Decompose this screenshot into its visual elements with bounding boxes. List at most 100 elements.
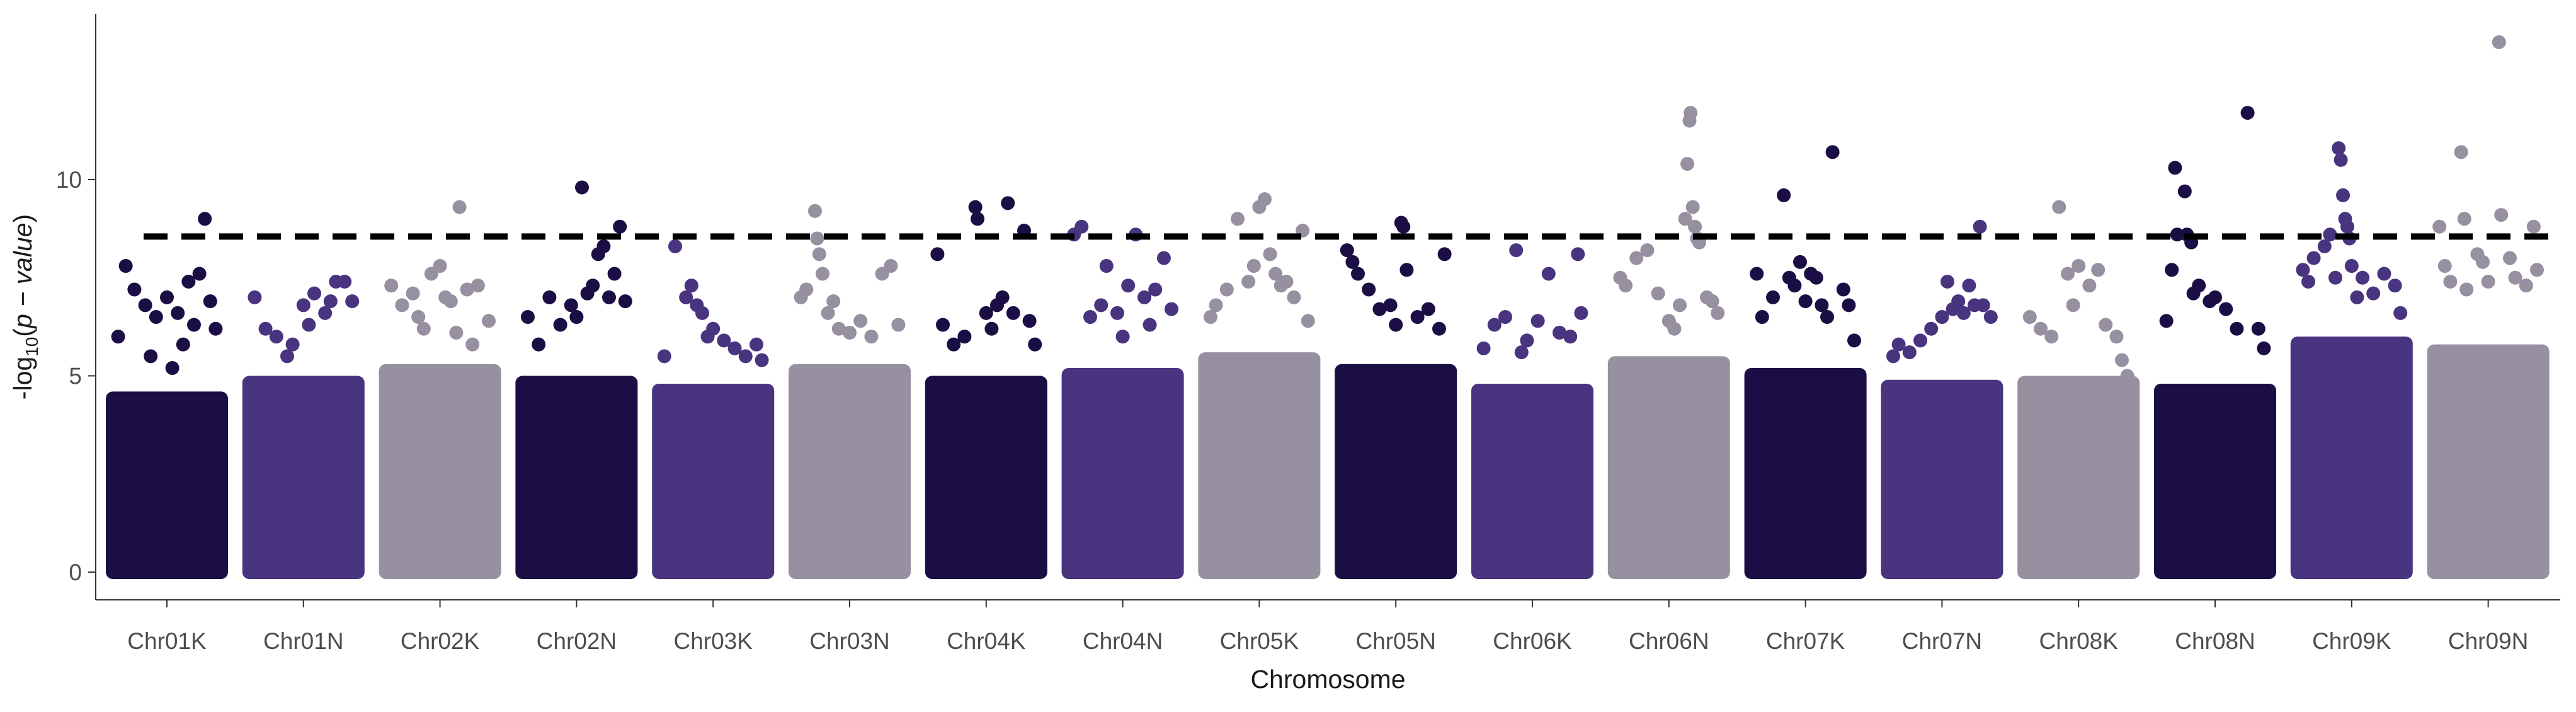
x-tick-label: Chr08K bbox=[2039, 628, 2118, 654]
data-point bbox=[248, 290, 262, 304]
data-point bbox=[1619, 278, 1633, 293]
data-point bbox=[1351, 267, 1365, 281]
data-point bbox=[532, 337, 546, 352]
data-point bbox=[1115, 330, 1130, 344]
data-point bbox=[406, 286, 420, 301]
data-point bbox=[2306, 251, 2321, 265]
data-point bbox=[2350, 290, 2364, 304]
data-point bbox=[2072, 259, 2086, 273]
data-point bbox=[575, 180, 589, 195]
data-point bbox=[1755, 310, 1769, 324]
data-point bbox=[2109, 330, 2124, 344]
data-point bbox=[957, 330, 972, 344]
data-point bbox=[1553, 325, 1566, 340]
data-point bbox=[1028, 337, 1042, 352]
data-point bbox=[160, 290, 174, 304]
data-point bbox=[1902, 345, 1917, 360]
data-point bbox=[1219, 282, 1234, 297]
data-point bbox=[302, 318, 316, 332]
y-axis-title: -log10(p − value) bbox=[8, 214, 42, 399]
data-point bbox=[1688, 219, 1702, 234]
x-tick-label: Chr09K bbox=[2312, 628, 2391, 654]
data-point bbox=[1421, 302, 1435, 316]
data-point bbox=[542, 290, 557, 304]
data-point bbox=[1509, 243, 1524, 258]
data-point bbox=[2332, 141, 2346, 156]
data-point bbox=[1209, 298, 1223, 313]
data-point bbox=[2454, 145, 2468, 159]
data-point bbox=[1815, 298, 1829, 313]
data-point bbox=[1001, 196, 1015, 210]
x-tick-label: Chr03K bbox=[673, 628, 753, 654]
data-point bbox=[831, 321, 846, 336]
x-tick-label: Chr04K bbox=[947, 628, 1026, 654]
data-point bbox=[416, 321, 431, 336]
data-point bbox=[521, 310, 535, 324]
x-tick-label: Chr08N bbox=[2175, 628, 2255, 654]
data-point bbox=[2526, 219, 2541, 234]
data-point bbox=[1110, 306, 1124, 320]
data-point bbox=[1268, 267, 1283, 281]
data-point bbox=[2177, 184, 2192, 198]
data-point bbox=[1793, 255, 1807, 269]
data-point bbox=[443, 294, 458, 309]
data-point bbox=[1886, 349, 1900, 364]
data-point bbox=[2530, 263, 2544, 277]
data-point bbox=[2356, 270, 2369, 285]
data-point bbox=[1383, 298, 1398, 313]
data-point bbox=[984, 321, 999, 336]
chromosome-column-Chr02K bbox=[379, 364, 501, 579]
data-point bbox=[2208, 290, 2222, 304]
data-point bbox=[569, 310, 584, 324]
chromosome-column-Chr05K bbox=[1198, 352, 1321, 579]
data-point bbox=[807, 204, 822, 218]
x-tick-label: Chr02K bbox=[401, 628, 480, 654]
data-point bbox=[2052, 200, 2066, 214]
data-point bbox=[1935, 310, 1949, 324]
data-point bbox=[1962, 278, 1976, 293]
chromosome-column-Chr06K bbox=[1471, 383, 1593, 579]
data-point bbox=[1640, 243, 1655, 258]
data-point bbox=[1913, 333, 1927, 348]
data-point bbox=[1432, 321, 1446, 336]
data-point bbox=[187, 318, 201, 332]
x-axis-title: Chromosome bbox=[1250, 665, 1405, 694]
data-point bbox=[1809, 270, 1823, 285]
y-axis-title-open: ( bbox=[8, 328, 37, 337]
data-point bbox=[2022, 310, 2037, 324]
data-point bbox=[1121, 278, 1136, 293]
data-point bbox=[1399, 263, 1414, 277]
data-point bbox=[657, 349, 671, 364]
data-point bbox=[285, 337, 300, 352]
data-point bbox=[1099, 259, 1114, 273]
data-point bbox=[1006, 306, 1020, 320]
data-point bbox=[1520, 333, 1534, 348]
data-point bbox=[2251, 321, 2265, 336]
data-point bbox=[2091, 263, 2106, 277]
chromosome-column-Chr04K bbox=[925, 376, 1047, 579]
data-point bbox=[1498, 310, 1512, 324]
data-point bbox=[1204, 310, 1217, 324]
data-point bbox=[1951, 294, 1966, 309]
chromosome-column-Chr07N bbox=[1881, 379, 2003, 579]
data-point bbox=[2344, 259, 2359, 273]
data-point bbox=[810, 231, 824, 246]
data-point bbox=[2503, 251, 2517, 265]
data-point bbox=[384, 278, 399, 293]
data-point bbox=[171, 306, 185, 320]
data-point bbox=[2061, 267, 2075, 281]
data-point bbox=[1241, 274, 1256, 289]
data-point bbox=[1530, 314, 1545, 328]
x-tick-label: Chr06N bbox=[1629, 628, 1709, 654]
x-tick-label: Chr01K bbox=[127, 628, 207, 654]
data-point bbox=[1231, 212, 1245, 226]
data-point bbox=[307, 286, 321, 301]
data-point bbox=[318, 306, 333, 320]
data-point bbox=[1345, 255, 1360, 269]
y-axis-title-expression: p − value bbox=[8, 222, 37, 330]
x-tick-label: Chr03N bbox=[809, 628, 890, 654]
data-point bbox=[930, 247, 945, 261]
data-point bbox=[1629, 251, 1644, 265]
data-point bbox=[2219, 302, 2233, 316]
